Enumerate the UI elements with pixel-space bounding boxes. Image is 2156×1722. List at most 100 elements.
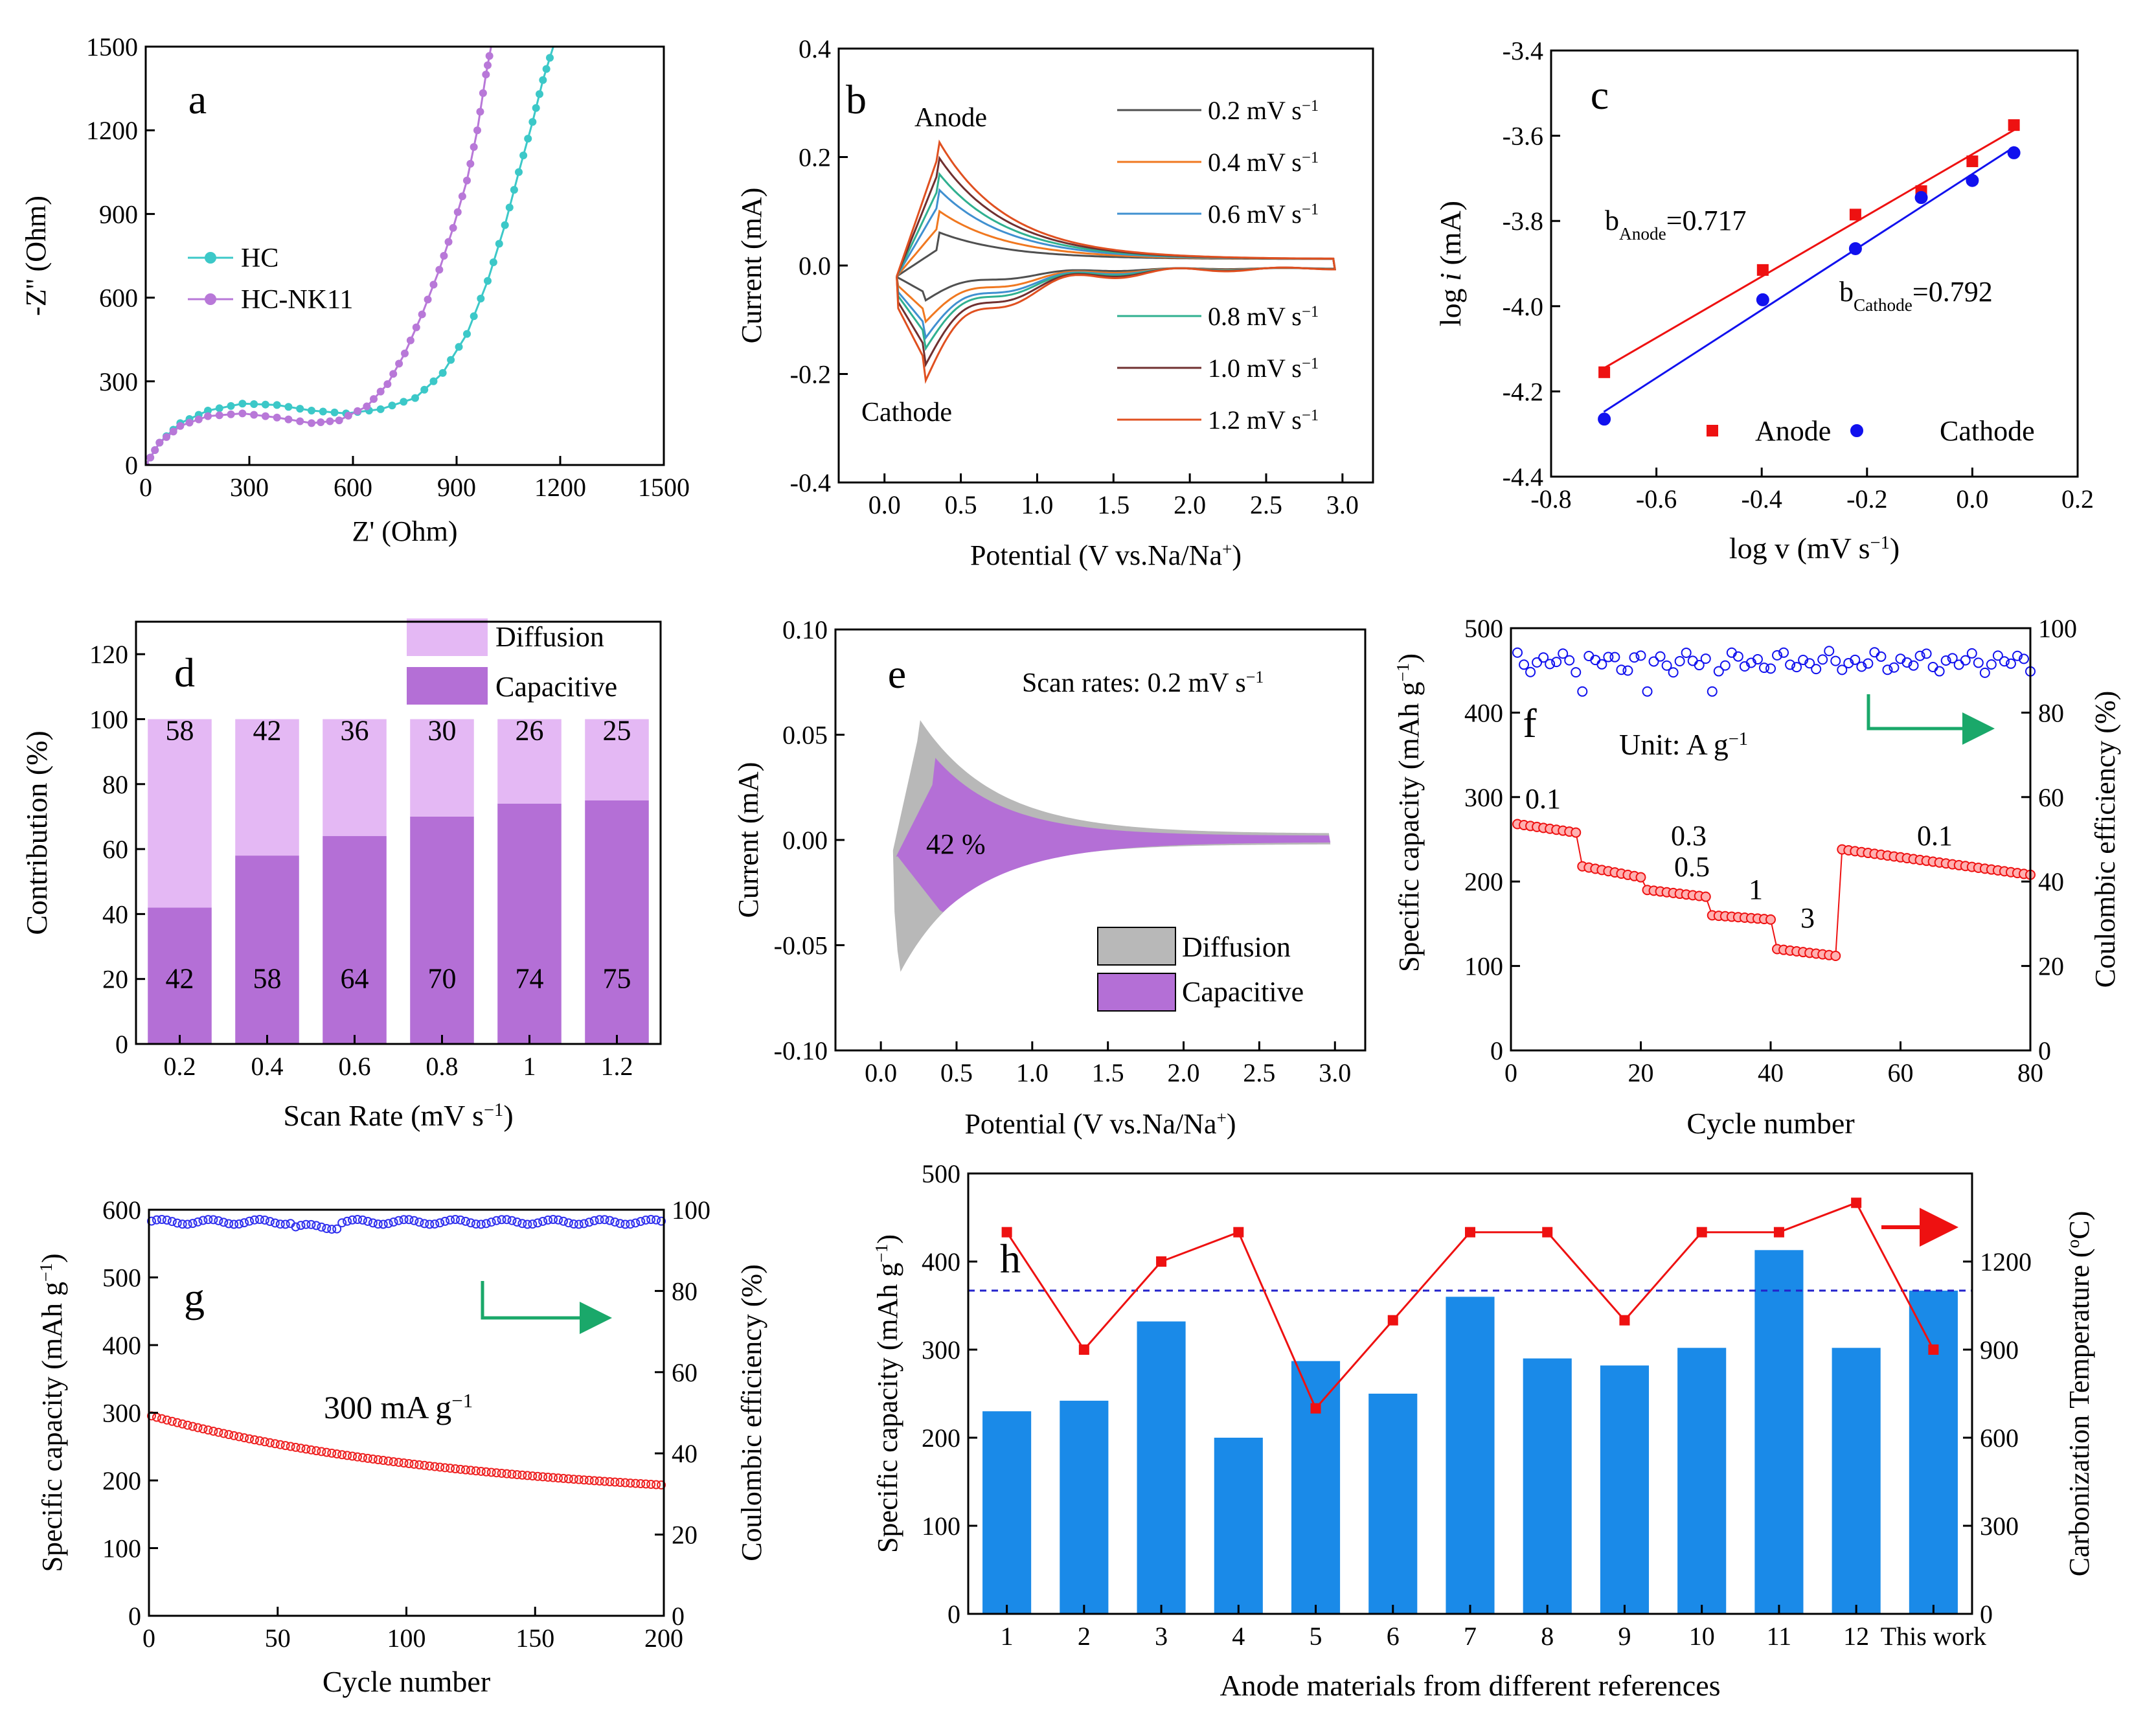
data-point bbox=[418, 310, 426, 319]
y2-tick-label: 0 bbox=[2038, 1036, 2051, 1065]
ce-point bbox=[646, 1215, 656, 1225]
ce-point bbox=[1707, 686, 1718, 697]
ce-point bbox=[507, 1216, 517, 1225]
data-point bbox=[1756, 264, 1769, 276]
ce-point bbox=[430, 1219, 440, 1229]
ce-point bbox=[240, 1218, 249, 1228]
y-axis-label: Specific capacity (mAh g−1) bbox=[36, 1253, 68, 1572]
anode-slope-label: bAnode=0.717 bbox=[1605, 205, 1747, 244]
data-point bbox=[484, 277, 492, 285]
fit-line bbox=[1603, 146, 2015, 413]
bar-diffusion bbox=[410, 719, 474, 817]
ce-point bbox=[1603, 651, 1614, 663]
y-tick-label: -4.2 bbox=[1503, 377, 1543, 406]
capacity-point bbox=[270, 1439, 280, 1449]
ce-point bbox=[399, 1215, 409, 1225]
data-point bbox=[505, 203, 514, 212]
panel-label: h bbox=[1000, 1236, 1021, 1282]
capacity-point bbox=[172, 1418, 182, 1427]
x-tick-label: 0.6 bbox=[339, 1052, 371, 1081]
x-tick-label: 0.0 bbox=[1956, 484, 1988, 514]
ce-point bbox=[1908, 660, 1919, 671]
capacity-point bbox=[404, 1459, 414, 1469]
temperature-point bbox=[1465, 1227, 1475, 1238]
y2-tick-label: 80 bbox=[2038, 698, 2064, 727]
data-point bbox=[466, 159, 475, 168]
ce-point bbox=[589, 1216, 599, 1225]
ce-point bbox=[574, 1219, 584, 1229]
legend-label: 0.8 mV s−1 bbox=[1208, 302, 1319, 331]
y-tick-label: 600 bbox=[102, 1195, 141, 1225]
rate-label: 0.5 bbox=[1674, 851, 1710, 883]
ce-point bbox=[600, 1215, 609, 1225]
data-point bbox=[470, 312, 478, 321]
ce-point bbox=[1824, 646, 1835, 657]
ce-point bbox=[1882, 664, 1893, 675]
capacity-point bbox=[409, 1459, 419, 1469]
capacity-bar bbox=[1909, 1290, 1958, 1614]
data-point bbox=[376, 405, 385, 413]
x-tick-label: 0.0 bbox=[865, 1058, 897, 1087]
x-tick-label: 0.2 bbox=[2061, 484, 2094, 514]
ce-point bbox=[1850, 654, 1861, 665]
data-point bbox=[227, 410, 235, 418]
capacitive-percent: 42 % bbox=[926, 828, 986, 860]
y-tick-label: 100 bbox=[1464, 952, 1503, 981]
ce-point bbox=[1947, 653, 1958, 664]
x-axis-label: Scan Rate (mV s−1) bbox=[283, 1099, 513, 1132]
data-point bbox=[519, 151, 528, 159]
ce-point bbox=[476, 1219, 486, 1229]
x-tick-label: 600 bbox=[334, 473, 372, 502]
capacity-point bbox=[394, 1458, 403, 1467]
capacity-point bbox=[497, 1468, 506, 1478]
unit-label: Unit: A g−1 bbox=[1619, 728, 1748, 761]
capacity-bar bbox=[1600, 1365, 1650, 1614]
capacity-point bbox=[1700, 891, 1711, 902]
ce-point bbox=[1876, 651, 1887, 662]
capacity-point bbox=[188, 1422, 198, 1431]
x-tick-label: -0.4 bbox=[1742, 484, 1782, 514]
data-point bbox=[470, 143, 478, 152]
capacity-point bbox=[306, 1445, 316, 1455]
data-point bbox=[354, 407, 362, 415]
capacity-point bbox=[255, 1436, 264, 1445]
ce-point bbox=[579, 1219, 589, 1229]
cv-curve bbox=[896, 155, 1336, 368]
ce-point bbox=[157, 1215, 166, 1225]
data-point bbox=[440, 252, 448, 260]
ce-point bbox=[1713, 666, 1724, 677]
x-tick-label: 0.8 bbox=[426, 1052, 459, 1081]
data-point bbox=[363, 402, 371, 411]
bar-diffusion bbox=[497, 719, 562, 804]
area-capacitive bbox=[896, 758, 1331, 912]
panel-label: e bbox=[888, 651, 906, 697]
capacity-point bbox=[193, 1423, 203, 1433]
capacity-point bbox=[502, 1469, 512, 1478]
chart-title: Scan rates: 0.2 mV s−1 bbox=[1022, 668, 1264, 699]
y2-axis-label: Carbonization Temperature (oC) bbox=[2063, 1211, 2095, 1576]
data-point bbox=[542, 65, 550, 73]
legend-swatch bbox=[407, 667, 488, 705]
y-tick-label: 1200 bbox=[86, 116, 138, 145]
data-point bbox=[1598, 366, 1611, 378]
ce-point bbox=[1700, 653, 1711, 664]
capacity-bar bbox=[1523, 1358, 1572, 1614]
y-tick-label: -0.2 bbox=[790, 360, 831, 389]
ce-point bbox=[1921, 648, 1932, 659]
data-point bbox=[536, 90, 543, 98]
capacity-point bbox=[1635, 872, 1646, 883]
ce-point bbox=[1986, 659, 1997, 670]
bar-value-label: 75 bbox=[603, 963, 631, 995]
ce-point bbox=[383, 1219, 393, 1229]
x-tick-label: 3.0 bbox=[1326, 490, 1359, 519]
y-tick-label: 1500 bbox=[86, 32, 138, 62]
capacity-point bbox=[507, 1469, 517, 1479]
y2-tick-label: 40 bbox=[672, 1439, 698, 1468]
ce-point bbox=[1694, 660, 1705, 671]
y-axis-label: Contribution (%) bbox=[20, 731, 53, 935]
x-axis-label: Cycle number bbox=[323, 1665, 490, 1698]
ce-point bbox=[1532, 657, 1543, 668]
capacity-point bbox=[605, 1477, 615, 1486]
data-point bbox=[495, 240, 503, 248]
y2-tick-label: 80 bbox=[672, 1276, 698, 1306]
